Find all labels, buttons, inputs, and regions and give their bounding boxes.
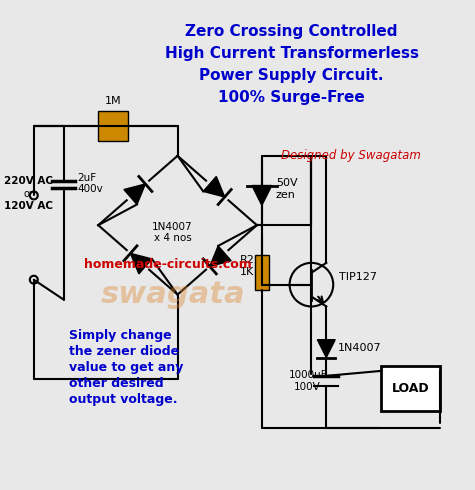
Text: 100V: 100V — [294, 382, 320, 392]
Text: or: or — [24, 190, 34, 199]
Polygon shape — [124, 184, 145, 204]
Text: 2uF: 2uF — [77, 172, 96, 183]
Text: value to get any: value to get any — [68, 361, 183, 374]
Bar — [381, 366, 440, 411]
Text: Simply change: Simply change — [68, 329, 171, 342]
Text: High Current Transformerless: High Current Transformerless — [164, 46, 418, 61]
Text: 1N4007: 1N4007 — [338, 343, 382, 353]
Text: 1K: 1K — [240, 267, 254, 277]
Text: 220V AC: 220V AC — [4, 175, 53, 186]
Text: TIP127: TIP127 — [339, 271, 377, 282]
Polygon shape — [317, 340, 335, 358]
Bar — [255, 255, 269, 290]
Polygon shape — [203, 176, 225, 197]
Text: Power Supply Circuit.: Power Supply Circuit. — [200, 68, 384, 83]
Text: 400v: 400v — [77, 184, 103, 195]
Text: Zero Crossing Controlled: Zero Crossing Controlled — [185, 24, 398, 39]
Text: output voltage.: output voltage. — [68, 392, 177, 406]
Polygon shape — [131, 253, 152, 274]
Polygon shape — [252, 186, 272, 205]
Text: homemade-circuits.com: homemade-circuits.com — [84, 258, 252, 271]
Polygon shape — [210, 246, 231, 267]
Text: 1000uF: 1000uF — [289, 370, 327, 380]
Text: 100% Surge-Free: 100% Surge-Free — [218, 90, 365, 105]
Text: zen: zen — [276, 191, 295, 200]
Text: R2: R2 — [240, 255, 255, 265]
Text: LOAD: LOAD — [392, 382, 429, 395]
Bar — [98, 111, 128, 141]
Text: 1N4007: 1N4007 — [152, 222, 193, 232]
Text: 1M: 1M — [105, 96, 122, 106]
Text: the zener diode: the zener diode — [68, 345, 179, 358]
Text: 120V AC: 120V AC — [4, 201, 53, 211]
Text: x 4 nos: x 4 nos — [154, 233, 191, 243]
Text: other desired: other desired — [68, 377, 163, 390]
Text: swagata: swagata — [100, 280, 245, 309]
Text: Designed by Swagatam: Designed by Swagatam — [281, 149, 421, 162]
Text: 50V: 50V — [276, 177, 297, 188]
